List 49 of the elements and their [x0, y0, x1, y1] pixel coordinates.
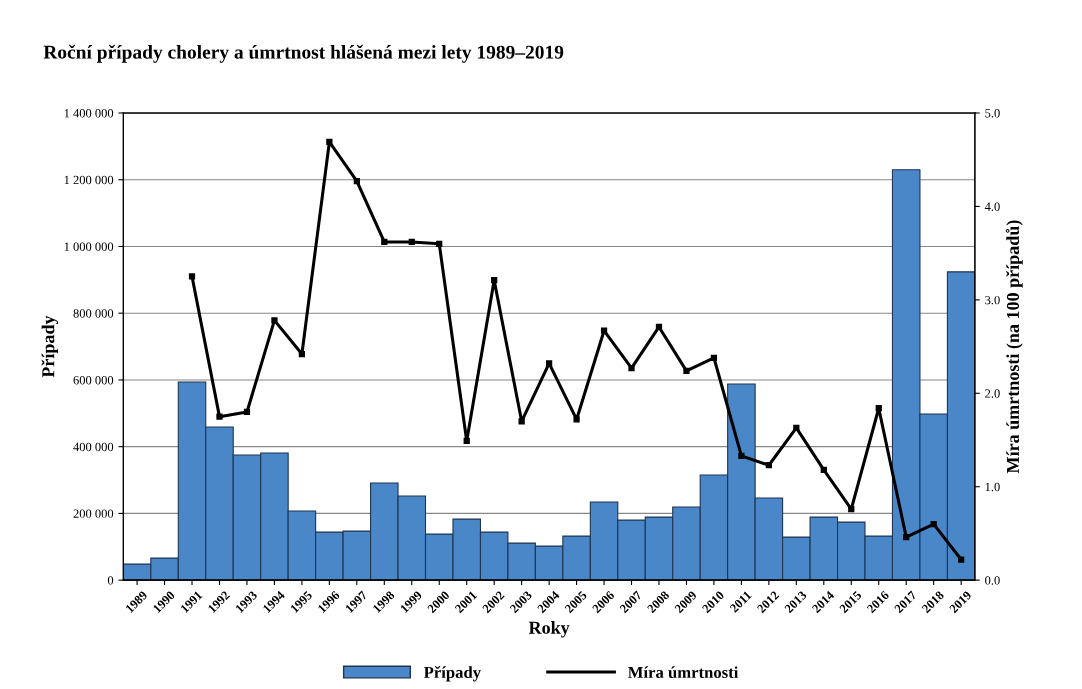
point	[436, 240, 443, 247]
legend-label: Případy	[423, 666, 481, 682]
point	[188, 273, 196, 280]
point	[903, 534, 910, 541]
point	[710, 354, 718, 361]
point	[820, 466, 827, 474]
point	[518, 418, 525, 425]
legend-label: Míra úmrtnosti	[628, 666, 739, 679]
point	[628, 364, 635, 372]
point	[848, 506, 855, 513]
y-tick-label: 600 000	[73, 375, 114, 385]
y-axis-title: Případy	[41, 315, 59, 378]
chart-title: Roční případy cholery a úmrtnost hlášená mezi lety 1989–2019	[43, 44, 564, 63]
y2-tick-label: 2.0	[985, 389, 1000, 398]
point	[491, 277, 498, 284]
point	[381, 238, 388, 246]
point	[738, 452, 745, 460]
point	[271, 317, 278, 324]
point	[930, 520, 937, 528]
point	[298, 350, 306, 358]
point	[958, 556, 965, 563]
point	[875, 405, 882, 412]
y2-tick-label: 3.0	[985, 295, 1000, 305]
point	[545, 360, 553, 367]
y2-tick-label: 4.0	[984, 202, 1000, 211]
point	[683, 367, 690, 374]
point	[243, 408, 251, 416]
point	[765, 462, 772, 469]
y-tick-label: 1 400 000	[64, 109, 114, 118]
point	[408, 238, 415, 246]
y-tick-label: 400 000	[73, 442, 114, 452]
y2-tick-label: 5.0	[985, 109, 1000, 118]
y2-axis-title: Míra úmrtnosti (na 100 případů)	[1005, 220, 1023, 474]
point	[793, 424, 800, 431]
y-tick-label: 800 000	[73, 309, 114, 318]
point	[216, 413, 223, 420]
y-tick-label: 1 000 000	[64, 242, 114, 251]
y-tick-label: 1 200 000	[64, 175, 114, 185]
point	[463, 437, 470, 445]
x-axis-title: Roky	[528, 621, 570, 638]
point	[353, 178, 360, 185]
point	[326, 138, 333, 146]
y-tick-label: 200 000	[73, 509, 114, 518]
point	[655, 323, 663, 331]
point	[600, 327, 608, 334]
y2-tick-label: 1.0	[985, 482, 1000, 492]
y-tick-label: 0	[107, 576, 114, 585]
point	[573, 416, 580, 423]
y2-tick-label: 0.0	[985, 576, 1000, 585]
